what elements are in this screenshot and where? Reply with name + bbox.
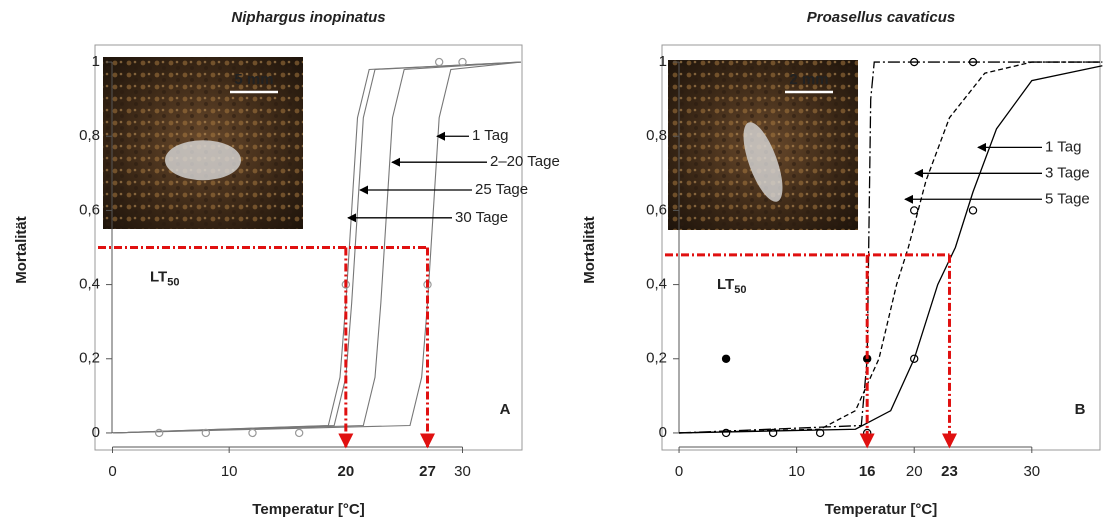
curve xyxy=(112,61,521,434)
y-tick-label: 0,6 xyxy=(79,201,100,218)
scale-label: 5 mm xyxy=(234,71,273,88)
data-point xyxy=(968,57,978,67)
lt50-tick-label: 23 xyxy=(941,463,958,480)
curve xyxy=(679,61,1103,434)
x-tick-label: 0 xyxy=(108,463,116,480)
y-tick-label: 1 xyxy=(92,53,100,70)
y-tick-label: 0,4 xyxy=(646,276,667,293)
data-point xyxy=(768,428,778,438)
data-point xyxy=(248,428,257,438)
curve xyxy=(112,61,521,434)
lt50-label: LT50 xyxy=(717,276,746,296)
lt50-tick-label: 27 xyxy=(419,463,436,480)
y-tick-label: 0,2 xyxy=(79,350,100,367)
data-point xyxy=(721,428,731,438)
lt50-label-sub: 50 xyxy=(167,276,179,288)
x-tick-label: 0 xyxy=(675,463,683,480)
x-tick-label: 30 xyxy=(454,463,471,480)
data-point xyxy=(294,428,304,438)
chart-title: Niphargus inopinatus xyxy=(231,9,385,26)
x-axis-label: Temperatur [°C] xyxy=(252,501,364,518)
series-label: 3 Tage xyxy=(1045,164,1090,181)
x-tick-label: 10 xyxy=(788,463,805,480)
lt50-label-main: LT xyxy=(717,276,734,293)
y-tick-label: 0 xyxy=(659,424,667,441)
data-point xyxy=(815,428,825,438)
scale-label: 2 mm xyxy=(789,71,828,88)
series-label: 2–20 Tage xyxy=(490,153,560,170)
lt50-label-sub: 50 xyxy=(734,284,746,296)
animal xyxy=(165,140,241,181)
y-tick-label: 0,4 xyxy=(79,276,100,293)
chart-title: Proasellus cavaticus xyxy=(807,9,955,26)
y-tick-label: 0,2 xyxy=(646,350,667,367)
curve xyxy=(679,61,1103,434)
y-tick-label: 0 xyxy=(92,424,100,441)
data-point xyxy=(910,206,919,215)
panel: Niphargus inopinatus Temperatur [°C] Morta… xyxy=(13,9,560,518)
y-axis-label: Mortalität xyxy=(581,216,598,284)
y-tick-label: 0,6 xyxy=(646,201,667,218)
lt50-tick-label: 16 xyxy=(859,463,876,480)
plot-frame xyxy=(94,44,523,451)
lt50-label-main: LT xyxy=(150,268,167,285)
y-tick-label: 1 xyxy=(659,53,667,70)
panel: Proasellus cavaticus Temperatur [°C] Morta… xyxy=(581,9,1103,518)
data-point xyxy=(458,57,467,67)
curve xyxy=(112,61,521,434)
data-point xyxy=(434,57,444,67)
lt50-label: LT50 xyxy=(150,268,179,288)
series-label: 5 Tage xyxy=(1045,190,1090,207)
lt50-tick-label: 20 xyxy=(337,463,354,480)
data-point xyxy=(154,428,164,438)
series-label: 1 Tag xyxy=(1045,138,1081,155)
x-axis-label: Temperatur [°C] xyxy=(825,501,937,518)
series-label: 25 Tage xyxy=(475,181,528,198)
curve xyxy=(679,65,1103,434)
data-point xyxy=(910,57,919,67)
panel-letter: B xyxy=(1075,401,1086,418)
panel-letter: A xyxy=(500,401,511,418)
y-axis-label: Mortalität xyxy=(13,216,30,284)
data-point xyxy=(721,354,731,363)
animal xyxy=(743,122,783,202)
x-tick-label: 30 xyxy=(1023,463,1040,480)
x-tick-label: 20 xyxy=(906,463,923,480)
plot-frame xyxy=(661,44,1101,451)
curve xyxy=(112,61,521,434)
x-tick-label: 10 xyxy=(221,463,238,480)
data-point xyxy=(201,428,211,438)
data-point xyxy=(968,206,978,215)
y-tick-label: 0,8 xyxy=(646,127,667,144)
y-tick-label: 0,8 xyxy=(79,127,100,144)
data-point xyxy=(910,354,919,363)
series-label: 1 Tag xyxy=(472,127,508,144)
series-label: 30 Tage xyxy=(455,209,508,226)
